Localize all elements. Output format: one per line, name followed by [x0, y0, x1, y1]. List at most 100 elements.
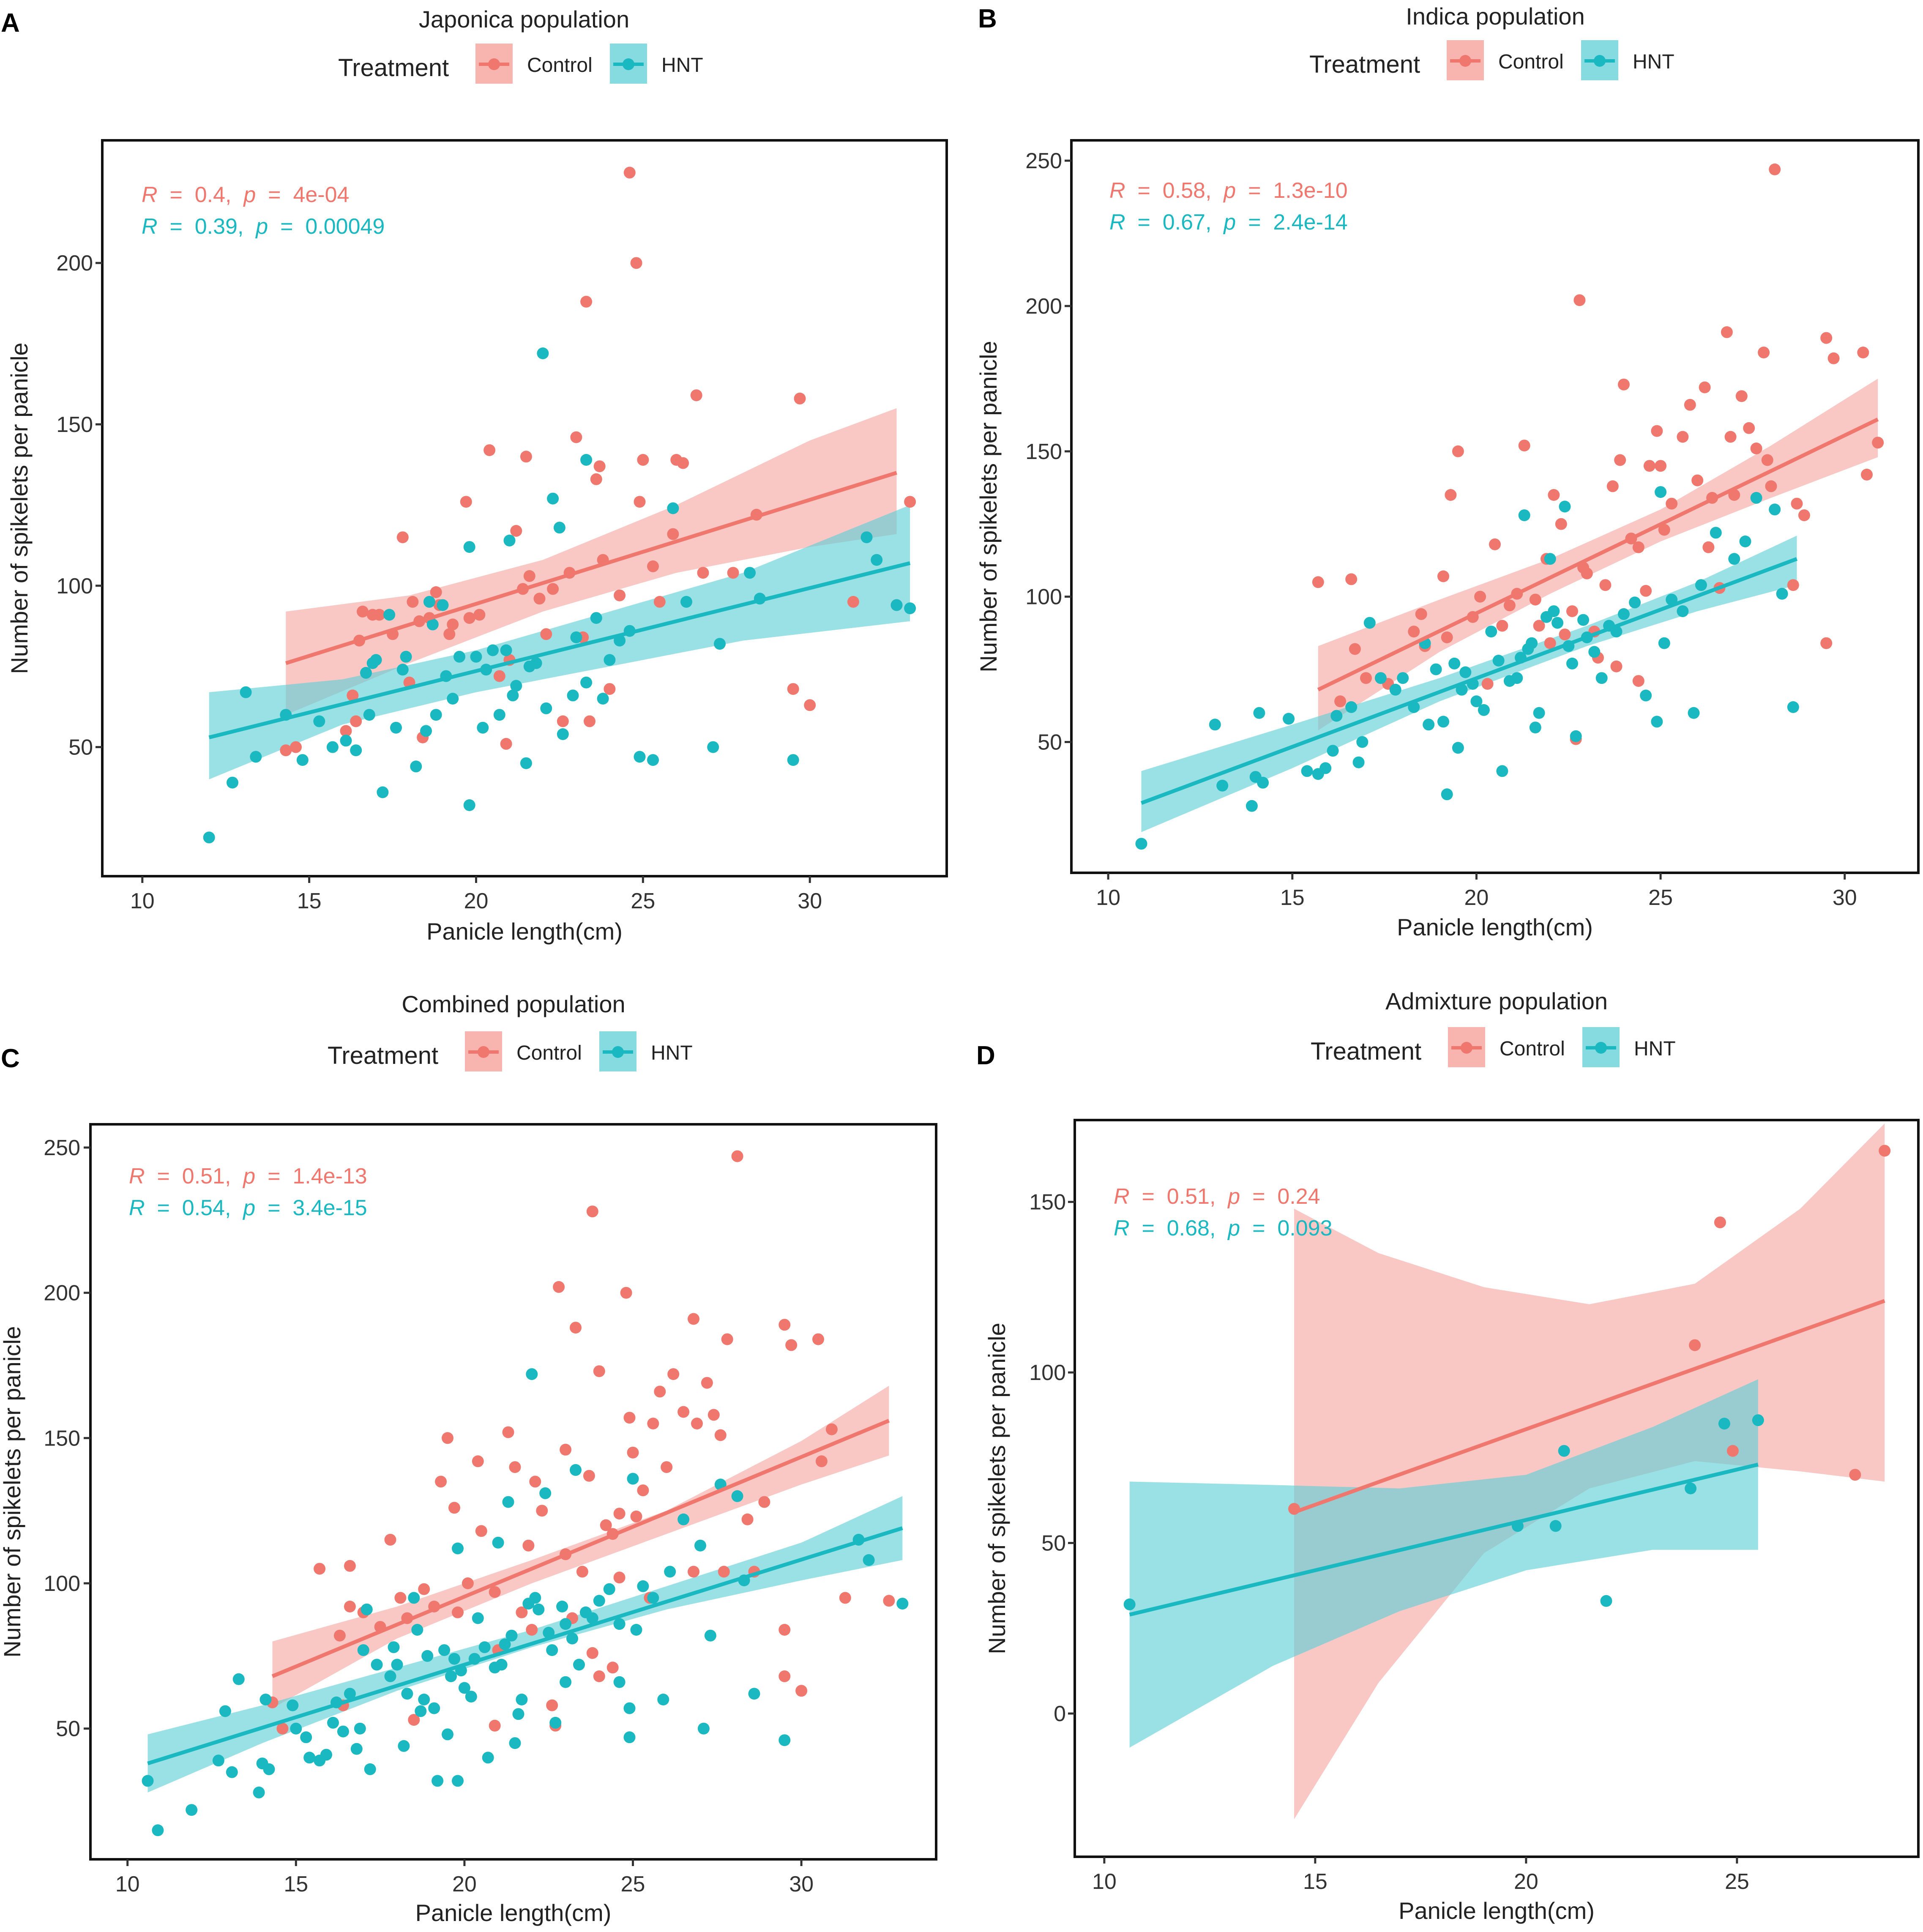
stat-symbol: = — [1125, 178, 1163, 203]
data-point-control — [384, 1533, 396, 1546]
data-point-control — [606, 1661, 619, 1674]
fit-line-control — [1293, 1299, 1885, 1514]
fit-line-control — [285, 471, 897, 665]
stat-symbol: p — [1223, 178, 1236, 203]
x-tick-label: 15 — [297, 889, 322, 913]
y-axis-label: Number of spikelets per panicle — [6, 342, 33, 674]
data-point-hnt — [453, 650, 465, 663]
data-point-hnt — [580, 454, 593, 466]
data-point-hnt — [500, 644, 512, 656]
stat-value: 1.3e-10 — [1273, 178, 1347, 203]
legend-key-control — [475, 44, 513, 84]
y-tick-label: 150 — [1025, 440, 1062, 464]
x-tick-label: 15 — [284, 1872, 308, 1896]
data-point-hnt — [507, 689, 519, 702]
data-point-control — [1618, 378, 1630, 391]
y-tick-label: 150 — [56, 413, 93, 437]
data-point-control — [677, 457, 689, 469]
data-point-control — [731, 1150, 743, 1162]
y-tick-label: 50 — [68, 735, 93, 760]
data-point-control — [570, 431, 582, 443]
x-axis-label: Panicle length(cm) — [1399, 1897, 1595, 1924]
data-point-hnt — [1492, 655, 1505, 667]
x-tick-label: 20 — [464, 889, 489, 913]
data-point-control — [333, 1629, 346, 1642]
data-point-control — [1548, 489, 1560, 501]
data-point-control — [560, 1443, 572, 1456]
stat-symbol: , — [238, 214, 256, 239]
data-point-control — [442, 1432, 453, 1444]
data-point-control — [1334, 695, 1347, 708]
x-tick-label: 30 — [798, 889, 822, 913]
data-point-hnt — [438, 1644, 451, 1656]
data-point-hnt — [539, 1487, 552, 1499]
data-point-control — [630, 257, 642, 269]
data-point-control — [510, 525, 522, 537]
x-tick-label: 10 — [1096, 885, 1120, 910]
data-point-control — [1555, 518, 1567, 530]
data-point-control — [502, 1426, 514, 1438]
data-point-hnt — [1448, 657, 1461, 670]
data-point-hnt — [1356, 736, 1368, 748]
data-point-hnt — [647, 1592, 659, 1604]
legend-label-hnt: HNT — [651, 1042, 693, 1064]
data-point-hnt — [664, 1566, 676, 1578]
panel-a: A Japonica population Treatment Control HNT 1… — [1, 6, 948, 945]
y-tick-label: 100 — [44, 1571, 80, 1596]
data-point-hnt — [320, 1749, 332, 1761]
data-point-control — [758, 1496, 770, 1508]
data-point-hnt — [1389, 683, 1401, 696]
y-tick-label: 0 — [1054, 1702, 1066, 1726]
data-point-hnt — [463, 799, 475, 811]
data-point-control — [593, 1670, 605, 1682]
data-point-control — [623, 167, 636, 179]
data-point-control — [1360, 672, 1372, 684]
data-point-hnt — [1685, 1482, 1697, 1495]
panel-title: Admixture population — [1385, 988, 1608, 1014]
stat-value: 0.24 — [1277, 1184, 1320, 1209]
data-point-hnt — [1209, 719, 1221, 731]
stat-value: 1.4e-13 — [292, 1164, 367, 1189]
data-point-control — [472, 1455, 484, 1467]
data-point-control — [586, 1647, 598, 1659]
data-point-control — [593, 460, 606, 473]
data-point-hnt — [452, 1775, 464, 1787]
data-point-control — [1610, 660, 1623, 672]
plot-area — [1123, 1123, 1891, 1820]
data-point-control — [1761, 454, 1773, 466]
data-point-control — [586, 1205, 598, 1218]
data-point-hnt — [1640, 689, 1652, 702]
confidence-band-hnt — [1129, 1379, 1758, 1748]
data-point-hnt — [1595, 672, 1608, 684]
data-point-hnt — [530, 657, 542, 669]
data-point-control — [1721, 326, 1733, 338]
data-point-hnt — [863, 1554, 875, 1566]
data-point-hnt — [529, 1592, 541, 1604]
data-point-hnt — [354, 1722, 366, 1735]
data-point-control — [697, 567, 709, 579]
panel-letter: B — [978, 4, 997, 33]
data-point-control — [500, 738, 512, 750]
data-point-hnt — [232, 1673, 245, 1685]
data-point-hnt — [697, 1722, 710, 1735]
data-point-control — [1849, 1469, 1861, 1481]
data-point-hnt — [396, 664, 409, 676]
data-point-control — [418, 1583, 430, 1595]
data-point-hnt — [1526, 637, 1538, 649]
data-point-control — [690, 389, 702, 402]
data-point-hnt — [634, 751, 646, 763]
data-point-control — [653, 596, 666, 608]
data-point-hnt — [509, 1737, 521, 1749]
stat-value: 0.54 — [182, 1196, 225, 1220]
data-point-control — [620, 1287, 632, 1299]
data-point-control — [1798, 509, 1810, 522]
stat-symbol: , — [1205, 210, 1224, 235]
data-point-hnt — [1566, 657, 1578, 670]
data-point-hnt — [637, 1580, 649, 1592]
data-point-control — [600, 1519, 612, 1531]
stat-symbol: , — [1210, 1216, 1228, 1241]
data-point-control — [280, 744, 292, 757]
data-point-control — [1408, 626, 1420, 638]
data-point-control — [677, 1406, 690, 1418]
